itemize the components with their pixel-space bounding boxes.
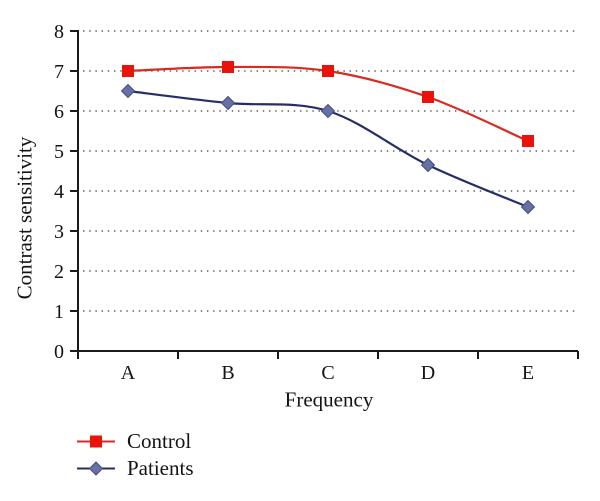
y-tick-label: 0 xyxy=(54,341,64,363)
y-tick-label: 8 xyxy=(54,21,64,43)
x-tick-label: E xyxy=(522,362,534,384)
y-tick-label: 4 xyxy=(54,181,64,203)
y-tick-label: 6 xyxy=(54,101,64,123)
data-point-control xyxy=(122,65,134,77)
legend-item-control: Control xyxy=(76,429,194,453)
data-point-patients xyxy=(220,95,236,111)
x-tick-label: D xyxy=(421,362,435,384)
data-point-control xyxy=(422,91,434,103)
data-point-control xyxy=(522,135,534,147)
data-point-patients xyxy=(320,103,336,119)
x-tick-label: B xyxy=(221,362,234,384)
y-tick-label: 2 xyxy=(54,261,64,283)
data-point-patients xyxy=(520,199,536,215)
data-point-patients xyxy=(120,83,136,99)
data-point-control xyxy=(222,61,234,73)
y-tick-label: 7 xyxy=(54,61,64,83)
y-axis-title: Contrast sensitivity xyxy=(12,136,37,300)
x-tick-label: A xyxy=(121,362,136,384)
y-tick-label: 3 xyxy=(54,221,64,243)
x-axis-title: Frequency xyxy=(284,387,374,412)
data-point-control xyxy=(322,65,334,77)
y-tick-label: 1 xyxy=(54,301,64,323)
legend-label-control: Control xyxy=(127,429,192,453)
axes xyxy=(77,30,578,352)
legend-item-patients: Patients xyxy=(76,456,194,480)
control-series-swatch-icon xyxy=(77,435,115,447)
patients-series-swatch-icon xyxy=(77,460,115,476)
data-point-patients xyxy=(420,157,436,173)
y-tick-label: 5 xyxy=(54,141,64,163)
diamond-marker-icon xyxy=(88,460,104,476)
x-tick-label: C xyxy=(321,362,334,384)
legend: Control Patients xyxy=(76,429,194,480)
square-marker-icon xyxy=(90,435,102,447)
legend-label-patients: Patients xyxy=(127,456,194,480)
